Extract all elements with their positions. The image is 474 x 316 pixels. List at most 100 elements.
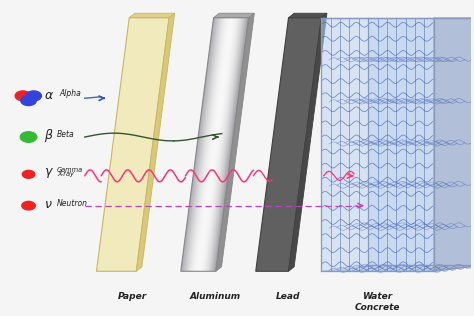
Polygon shape bbox=[207, 18, 240, 271]
Text: Water
Concrete: Water Concrete bbox=[355, 292, 400, 312]
Polygon shape bbox=[193, 18, 227, 271]
Polygon shape bbox=[211, 18, 245, 271]
Polygon shape bbox=[208, 18, 241, 271]
Circle shape bbox=[22, 170, 35, 178]
Text: $\beta$: $\beta$ bbox=[44, 127, 54, 144]
Polygon shape bbox=[183, 18, 217, 271]
Polygon shape bbox=[434, 18, 474, 271]
Polygon shape bbox=[215, 18, 248, 271]
Polygon shape bbox=[188, 18, 221, 271]
Polygon shape bbox=[207, 18, 240, 271]
Polygon shape bbox=[201, 18, 235, 271]
Polygon shape bbox=[202, 18, 236, 271]
Polygon shape bbox=[204, 18, 237, 271]
Polygon shape bbox=[186, 18, 219, 271]
Text: X-ray: X-ray bbox=[57, 171, 74, 177]
Polygon shape bbox=[197, 18, 230, 271]
Polygon shape bbox=[199, 18, 232, 271]
Polygon shape bbox=[212, 18, 246, 271]
Circle shape bbox=[20, 132, 37, 142]
Text: Neutron: Neutron bbox=[57, 199, 88, 208]
Polygon shape bbox=[187, 18, 220, 271]
Polygon shape bbox=[194, 18, 228, 271]
Polygon shape bbox=[191, 18, 224, 271]
Polygon shape bbox=[210, 18, 243, 271]
Polygon shape bbox=[185, 18, 218, 271]
Polygon shape bbox=[181, 18, 214, 271]
Polygon shape bbox=[193, 18, 226, 271]
Polygon shape bbox=[205, 18, 238, 271]
Polygon shape bbox=[201, 18, 234, 271]
Polygon shape bbox=[212, 18, 245, 271]
Polygon shape bbox=[216, 18, 249, 271]
Text: $\gamma$: $\gamma$ bbox=[44, 166, 54, 180]
Polygon shape bbox=[204, 18, 237, 271]
Polygon shape bbox=[199, 18, 232, 271]
Polygon shape bbox=[321, 18, 434, 271]
Polygon shape bbox=[97, 18, 169, 271]
Text: Beta: Beta bbox=[57, 130, 75, 138]
Polygon shape bbox=[216, 13, 255, 271]
Polygon shape bbox=[209, 18, 242, 271]
Polygon shape bbox=[181, 18, 214, 271]
Polygon shape bbox=[202, 18, 235, 271]
Polygon shape bbox=[191, 18, 224, 271]
Polygon shape bbox=[289, 13, 327, 271]
Polygon shape bbox=[195, 18, 228, 271]
Polygon shape bbox=[192, 18, 225, 271]
Polygon shape bbox=[200, 18, 233, 271]
Polygon shape bbox=[209, 18, 242, 271]
Polygon shape bbox=[198, 18, 231, 271]
Polygon shape bbox=[189, 18, 222, 271]
Polygon shape bbox=[213, 18, 246, 271]
Text: $\alpha$: $\alpha$ bbox=[44, 89, 54, 102]
Polygon shape bbox=[182, 18, 216, 271]
Polygon shape bbox=[204, 18, 238, 271]
Polygon shape bbox=[183, 18, 216, 271]
Polygon shape bbox=[206, 18, 239, 271]
Polygon shape bbox=[191, 18, 225, 271]
Polygon shape bbox=[206, 18, 239, 271]
Polygon shape bbox=[129, 13, 175, 18]
Polygon shape bbox=[256, 18, 321, 271]
Text: Alpha: Alpha bbox=[59, 89, 81, 98]
Polygon shape bbox=[198, 18, 231, 271]
Circle shape bbox=[21, 96, 36, 106]
Polygon shape bbox=[189, 18, 222, 271]
Polygon shape bbox=[188, 18, 221, 271]
Polygon shape bbox=[185, 18, 219, 271]
Polygon shape bbox=[137, 13, 175, 271]
Polygon shape bbox=[203, 18, 237, 271]
Polygon shape bbox=[321, 265, 474, 271]
Text: Lead: Lead bbox=[276, 292, 301, 301]
Polygon shape bbox=[196, 18, 229, 271]
Polygon shape bbox=[195, 18, 228, 271]
Polygon shape bbox=[214, 18, 247, 271]
Circle shape bbox=[22, 201, 35, 210]
Polygon shape bbox=[196, 18, 229, 271]
Polygon shape bbox=[198, 18, 232, 271]
Polygon shape bbox=[187, 18, 220, 271]
Polygon shape bbox=[184, 18, 218, 271]
Text: Gamma: Gamma bbox=[57, 167, 83, 173]
Polygon shape bbox=[203, 18, 236, 271]
Polygon shape bbox=[201, 18, 234, 271]
Polygon shape bbox=[368, 18, 474, 265]
Polygon shape bbox=[182, 18, 215, 271]
Circle shape bbox=[26, 91, 41, 101]
Polygon shape bbox=[213, 18, 246, 271]
Polygon shape bbox=[214, 13, 255, 18]
Circle shape bbox=[15, 91, 31, 101]
Polygon shape bbox=[210, 18, 244, 271]
Polygon shape bbox=[194, 18, 227, 271]
Text: Paper: Paper bbox=[118, 292, 147, 301]
Polygon shape bbox=[289, 13, 327, 18]
Polygon shape bbox=[200, 18, 233, 271]
Polygon shape bbox=[208, 18, 241, 271]
Polygon shape bbox=[215, 18, 248, 271]
Polygon shape bbox=[186, 18, 220, 271]
Polygon shape bbox=[192, 18, 226, 271]
Polygon shape bbox=[210, 18, 244, 271]
Polygon shape bbox=[205, 18, 238, 271]
Polygon shape bbox=[211, 18, 244, 271]
